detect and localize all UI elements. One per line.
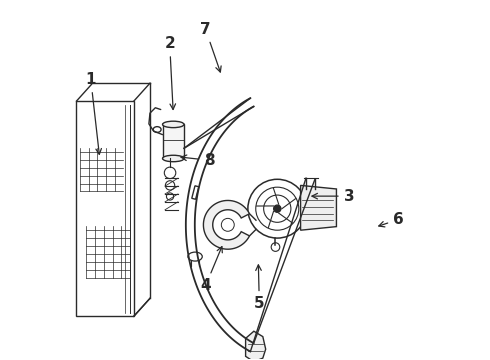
- Text: 8: 8: [181, 153, 215, 168]
- Polygon shape: [192, 186, 199, 199]
- Circle shape: [274, 205, 281, 212]
- Text: 4: 4: [200, 247, 222, 293]
- Ellipse shape: [163, 155, 184, 162]
- Polygon shape: [203, 201, 249, 249]
- Circle shape: [221, 219, 234, 231]
- Text: 7: 7: [200, 22, 221, 72]
- Text: 1: 1: [86, 72, 101, 154]
- Text: 5: 5: [254, 265, 265, 311]
- Polygon shape: [245, 331, 266, 360]
- Text: 6: 6: [379, 212, 404, 227]
- Polygon shape: [300, 185, 337, 230]
- Text: 2: 2: [164, 36, 175, 109]
- Text: 3: 3: [312, 189, 354, 204]
- Ellipse shape: [163, 121, 184, 128]
- Polygon shape: [163, 125, 184, 158]
